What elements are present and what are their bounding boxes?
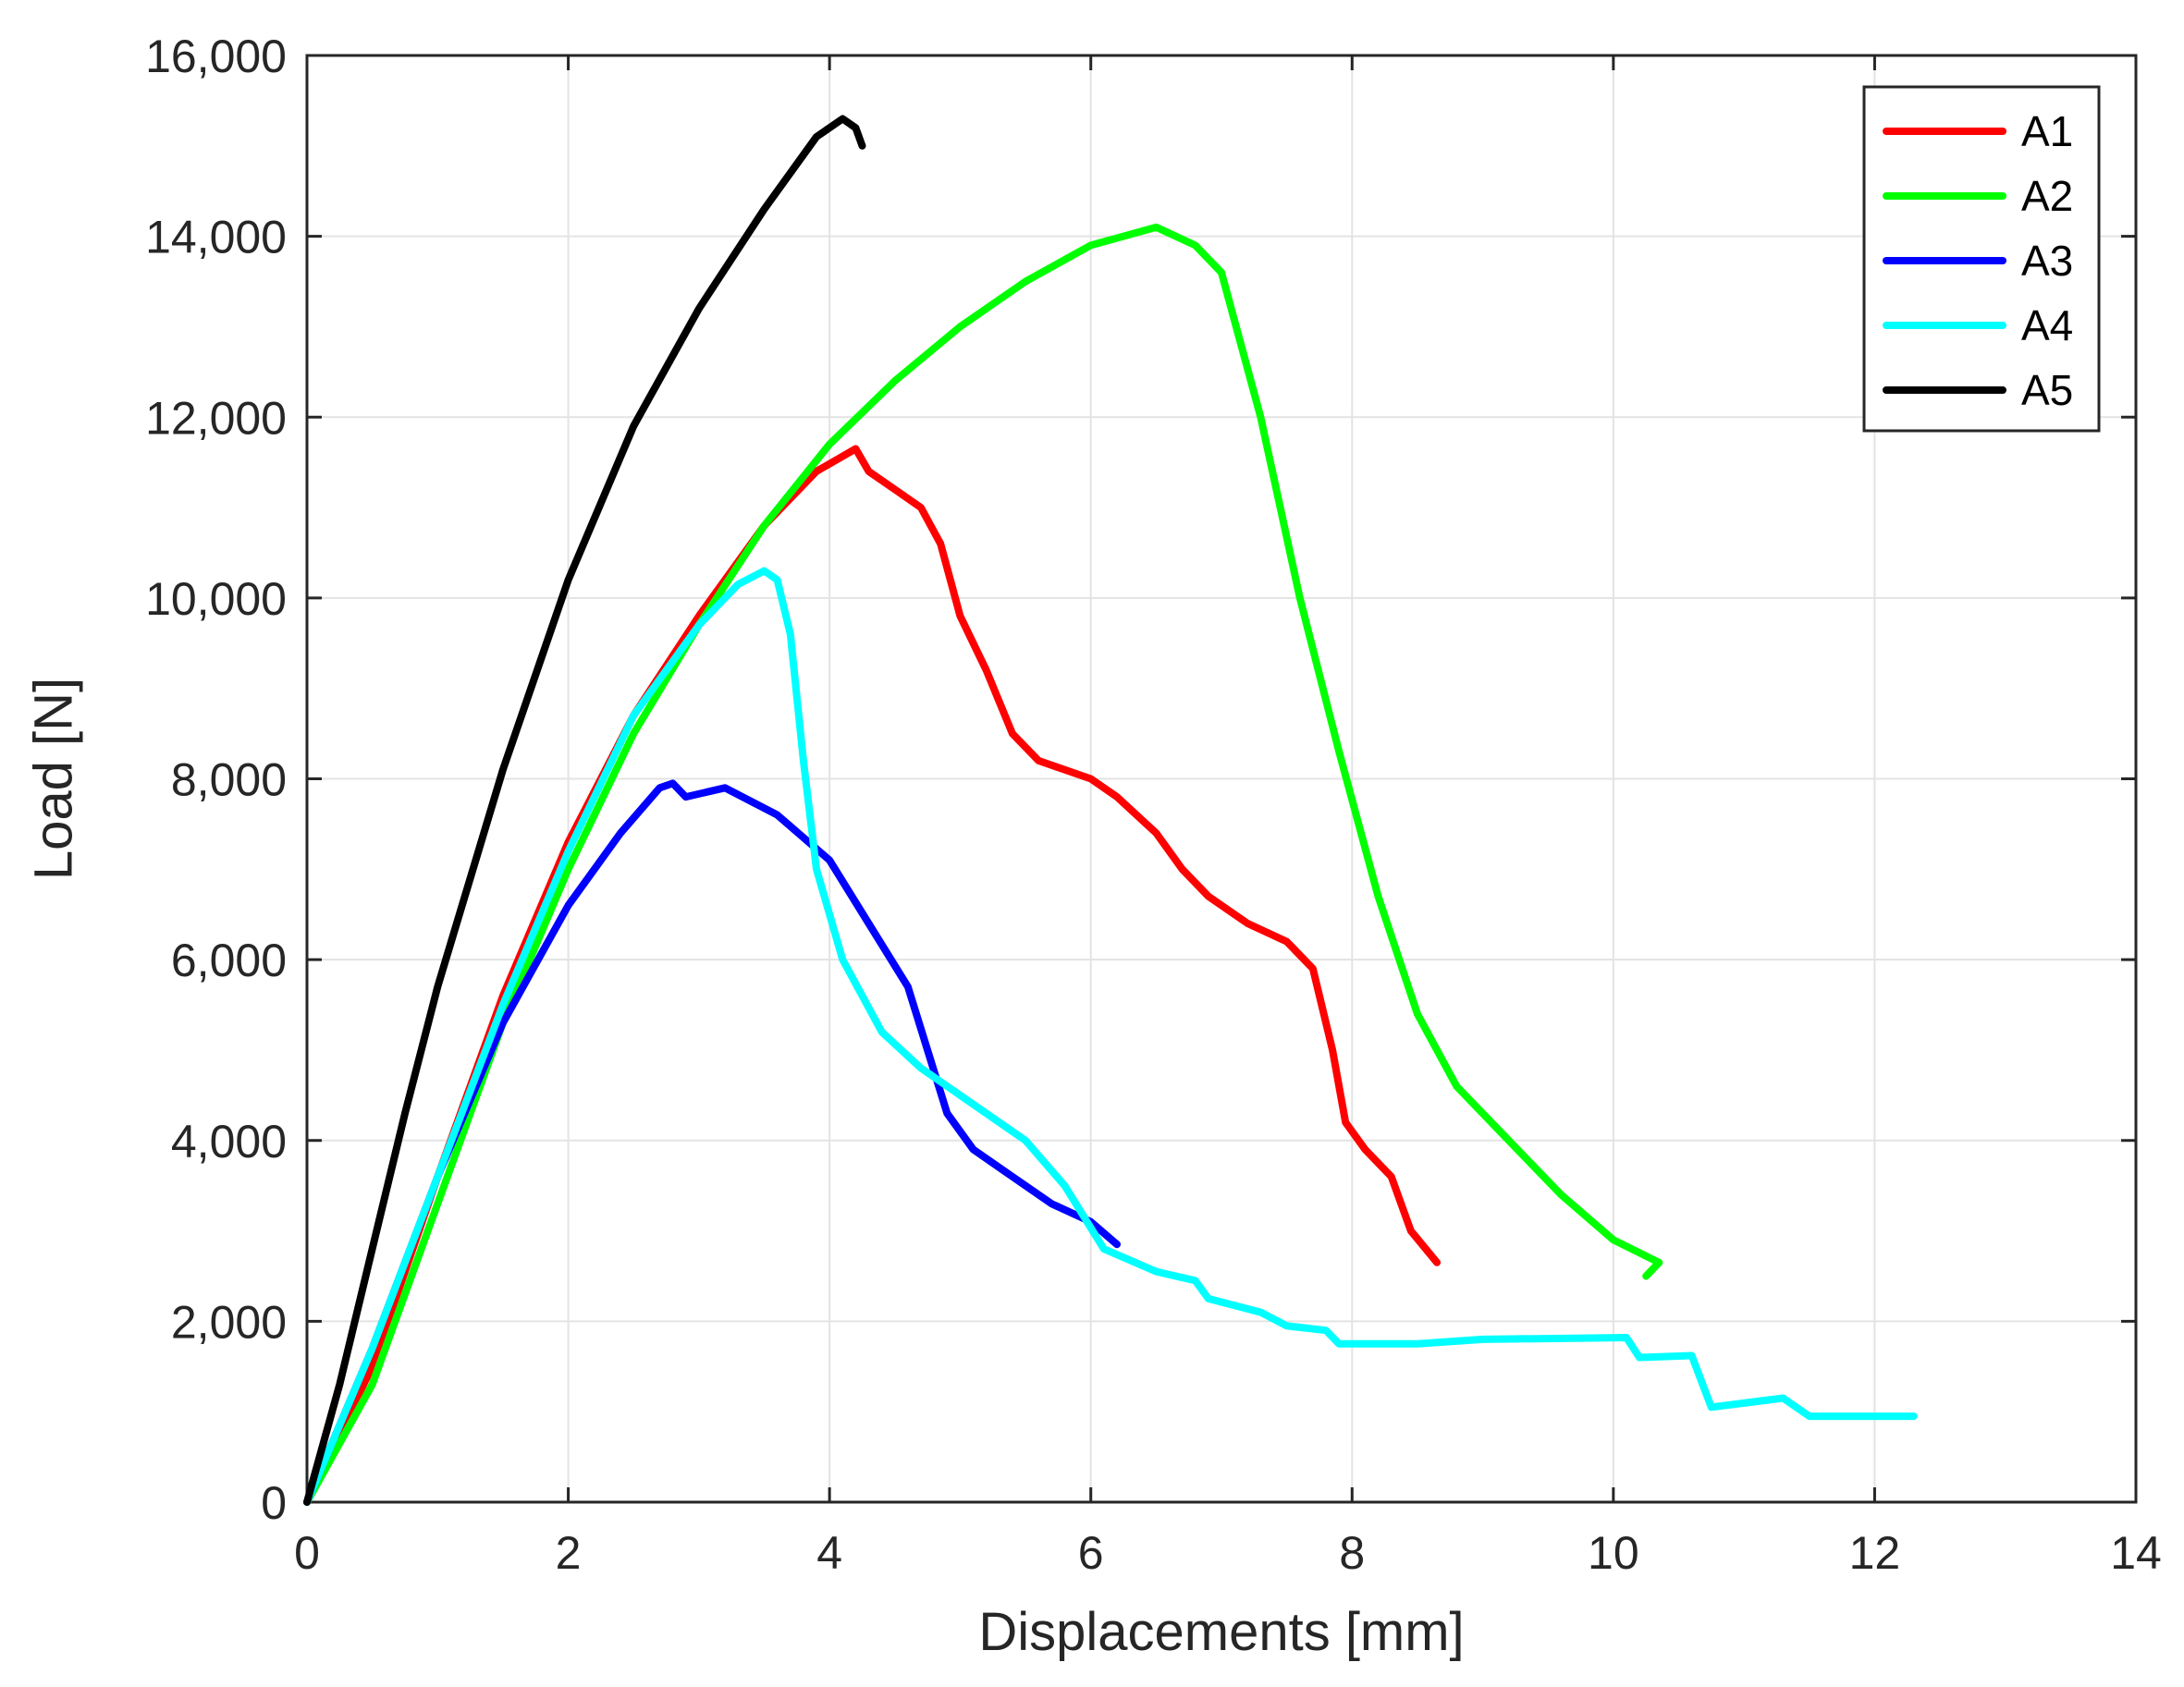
y-tick-label: 6,000 [171,935,287,986]
axis-ticks: 0 2 4 6 8 10 12 14 0 2,000 4,000 6,000 8,000 10,000 12… [145,31,2162,1579]
series-line-a4 [303,567,1918,1506]
legend-item-a5: A5 [1883,366,2073,414]
legend-label: A4 [2021,301,2073,349]
series-line-a3 [303,779,1121,1506]
y-tick-label: 12,000 [145,392,287,444]
x-tick-label: 4 [816,1527,842,1579]
legend-item-a1: A1 [1883,107,2073,155]
y-tick-label: 10,000 [145,573,287,625]
legend-label: A1 [2021,107,2073,155]
y-tick-label: 8,000 [171,754,287,806]
y-tick-label: 4,000 [171,1116,287,1167]
x-tick-label: 0 [294,1527,320,1579]
x-axis-label: Displacements [mm] [978,1602,1464,1662]
legend-item-a2: A2 [1883,172,2073,220]
legend-label: A5 [2021,366,2073,414]
y-tick-label: 14,000 [145,212,287,263]
y-tick-label: 2,000 [171,1296,287,1348]
y-tick-label: 0 [261,1477,287,1529]
legend-item-a4: A4 [1883,301,2073,349]
x-tick-label: 8 [1339,1527,1365,1579]
x-tick-label: 14 [2110,1527,2162,1579]
legend-item-a3: A3 [1883,237,2073,285]
legend-label: A3 [2021,237,2073,285]
series-lines [303,115,1918,1506]
legend-label: A2 [2021,172,2073,220]
y-axis-label: Load [N] [23,678,83,880]
x-tick-label: 6 [1078,1527,1104,1579]
legend: A1 A2 A3 A4 A5 [1862,85,2101,433]
x-tick-label: 12 [1849,1527,1901,1579]
x-tick-label: 10 [1588,1527,1639,1579]
series-line-a5 [303,115,866,1506]
x-tick-label: 2 [556,1527,582,1579]
y-tick-label: 16,000 [145,31,287,82]
series-line-a2 [303,223,1663,1506]
